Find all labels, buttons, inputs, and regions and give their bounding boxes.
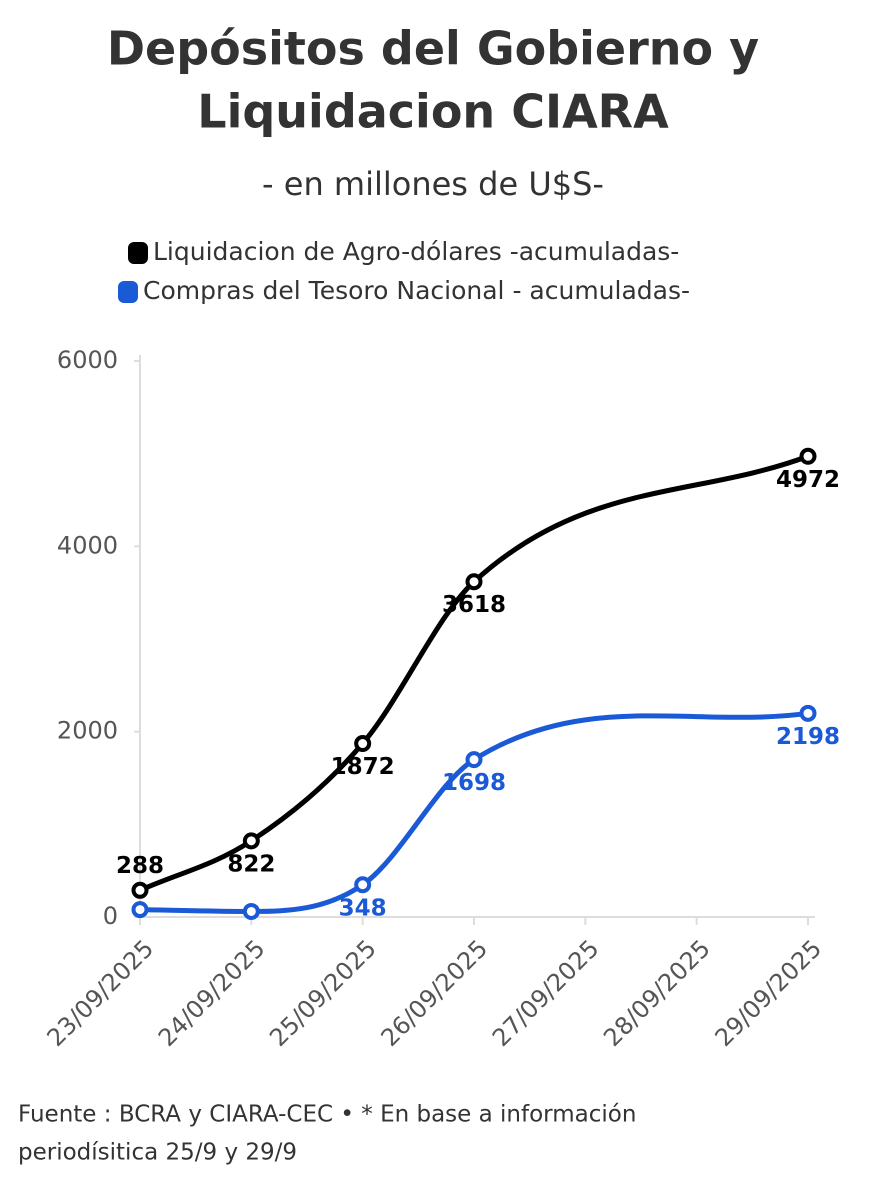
marker bbox=[799, 447, 817, 465]
legend-swatch bbox=[118, 281, 138, 303]
x-tick-label: 24/09/2025 bbox=[153, 934, 271, 1052]
marker bbox=[131, 881, 149, 899]
x-tick-label: 25/09/2025 bbox=[264, 934, 382, 1052]
line bbox=[139, 710, 809, 914]
legend-label: Compras del Tesoro Nacional - acumuladas… bbox=[143, 276, 690, 305]
footnote: Fuente : BCRA y CIARA-CEC • * En base a … bbox=[18, 1102, 636, 1128]
marker bbox=[465, 751, 483, 769]
x-tick-label: 23/09/2025 bbox=[42, 934, 160, 1052]
y-tick-label: 2000 bbox=[57, 717, 118, 745]
chart-subtitle: - en millones de U$S- bbox=[262, 165, 604, 203]
data-label: 348 bbox=[339, 895, 387, 921]
marker bbox=[242, 902, 260, 920]
x-tick-label: 29/09/2025 bbox=[710, 934, 828, 1052]
marker bbox=[242, 832, 260, 850]
data-label: 1872 bbox=[331, 754, 395, 780]
marker bbox=[131, 901, 149, 919]
x-tick-label: 27/09/2025 bbox=[487, 934, 605, 1052]
legend-swatch bbox=[128, 242, 148, 264]
legend-label: Liquidacion de Agro-dólares -acumuladas- bbox=[153, 237, 679, 266]
x-tick-label: 26/09/2025 bbox=[376, 934, 494, 1052]
y-tick-label: 4000 bbox=[57, 531, 118, 559]
data-label: 288 bbox=[116, 853, 164, 879]
footnote: periodísitica 25/9 y 29/9 bbox=[18, 1140, 297, 1166]
marker bbox=[465, 573, 483, 591]
y-tick-label: 0 bbox=[103, 902, 118, 930]
chart-title: Liquidacion CIARA bbox=[197, 85, 669, 139]
chart-title: Depósitos del Gobierno y bbox=[107, 22, 759, 76]
x-tick-label: 28/09/2025 bbox=[598, 934, 716, 1052]
data-label: 2198 bbox=[776, 724, 840, 750]
data-label: 3618 bbox=[442, 592, 506, 618]
y-tick-label: 6000 bbox=[57, 346, 118, 374]
line bbox=[138, 453, 809, 893]
data-label: 4972 bbox=[776, 467, 840, 493]
marker bbox=[354, 735, 372, 753]
data-label: 1698 bbox=[442, 770, 506, 796]
marker bbox=[799, 704, 817, 722]
data-label: 822 bbox=[227, 851, 275, 877]
marker bbox=[354, 876, 372, 894]
